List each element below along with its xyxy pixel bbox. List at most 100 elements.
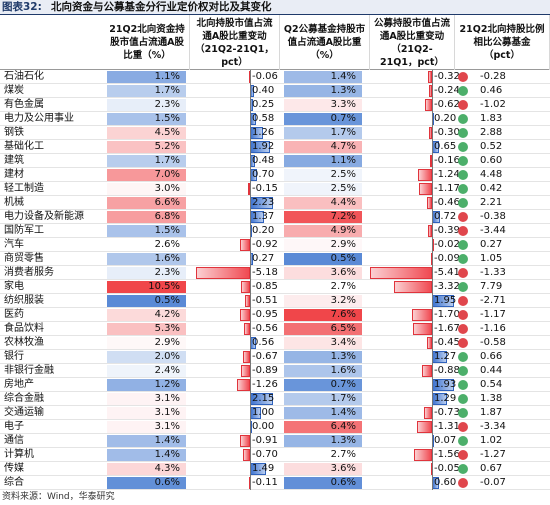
industry: 银行 xyxy=(4,351,24,362)
heat-cell: 3.1% xyxy=(107,407,186,419)
data-bar xyxy=(428,127,432,139)
relative-value: -3.34 xyxy=(480,421,506,432)
bar-value: 0.48 xyxy=(252,155,275,166)
bar-axis xyxy=(250,182,251,196)
heat-cell: 3.1% xyxy=(107,393,186,405)
industry: 基础化工 xyxy=(4,141,44,152)
bar-axis xyxy=(250,294,251,308)
bar-value: -0.16 xyxy=(434,155,460,166)
bar-axis xyxy=(250,448,251,462)
heat-cell: 2.0% xyxy=(107,351,186,363)
row-divider xyxy=(0,181,550,182)
data-bar xyxy=(244,323,250,335)
heat-cell: 1.4% xyxy=(107,435,186,447)
bar-axis xyxy=(432,70,433,84)
bar-axis xyxy=(250,154,251,168)
bar-value: -1.56 xyxy=(434,449,460,460)
bar-value: 0.20 xyxy=(434,113,457,124)
relative-value: -1.33 xyxy=(480,267,506,278)
bar-value: 0.65 xyxy=(434,141,457,152)
bar-value: -0.09 xyxy=(434,253,460,264)
bar-axis xyxy=(432,126,433,140)
bar-axis xyxy=(432,154,433,168)
relative-value: 2.21 xyxy=(480,197,503,208)
data-bar xyxy=(412,309,432,321)
bar-axis xyxy=(432,140,433,154)
row-divider xyxy=(0,195,550,196)
heat-cell: 1.4% xyxy=(284,71,362,83)
row-divider xyxy=(0,419,550,420)
data-bar xyxy=(421,365,432,377)
row-divider xyxy=(0,209,550,210)
heat-cell: 3.0% xyxy=(107,183,186,195)
bar-value: 0.58 xyxy=(252,113,275,124)
row-divider xyxy=(0,293,550,294)
industry: 电子 xyxy=(4,421,24,432)
bar-axis xyxy=(250,70,251,84)
bar-value: -1.17 xyxy=(434,183,460,194)
industry: 非银行金融 xyxy=(4,365,54,376)
bar-value: 1.49 xyxy=(252,463,275,474)
bar-value: -0.89 xyxy=(252,365,278,376)
bar-axis xyxy=(432,364,433,378)
bar-value: -0.15 xyxy=(252,183,278,194)
sign-dot xyxy=(458,86,468,96)
bar-value: 1.92 xyxy=(252,141,275,152)
bar-value: -0.56 xyxy=(252,323,278,334)
bar-axis xyxy=(432,196,433,210)
column-header: 公募持股市值占流通A股比重变动（21Q2-21Q1，pct） xyxy=(370,15,455,70)
heat-cell: 4.5% xyxy=(107,127,186,139)
industry: 机械 xyxy=(4,197,24,208)
sign-dot xyxy=(458,310,468,320)
row-divider xyxy=(0,475,550,476)
bar-value: 1.95 xyxy=(434,295,457,306)
industry: 电力及公用事业 xyxy=(4,113,74,124)
heat-cell: 4.4% xyxy=(284,197,362,209)
heat-cell: 6.5% xyxy=(284,323,362,335)
relative-value: -0.07 xyxy=(480,477,506,488)
sign-dot xyxy=(458,198,468,208)
bar-value: -0.73 xyxy=(434,407,460,418)
bar-axis xyxy=(250,112,251,126)
bar-value: -0.62 xyxy=(434,99,460,110)
data-bar xyxy=(430,155,433,167)
bar-axis xyxy=(250,280,251,294)
row-divider xyxy=(0,125,550,126)
data-bar xyxy=(369,267,432,279)
bar-axis xyxy=(432,434,433,448)
heat-cell: 1.3% xyxy=(284,435,362,447)
industry: 农林牧渔 xyxy=(4,337,44,348)
heat-cell: 0.5% xyxy=(107,295,186,307)
bar-value: -0.67 xyxy=(252,351,278,362)
heat-cell: 7.0% xyxy=(107,169,186,181)
bar-axis xyxy=(250,210,251,224)
data-bar xyxy=(240,435,250,447)
bar-value: -1.24 xyxy=(434,169,460,180)
column-header: Q2公募基金持股市值占流通A股比重（%） xyxy=(280,15,370,70)
heat-cell: 2.3% xyxy=(107,267,186,279)
sign-dot xyxy=(458,212,468,222)
relative-value: -2.71 xyxy=(480,295,506,306)
relative-value: -0.38 xyxy=(480,211,506,222)
bar-axis xyxy=(250,84,251,98)
bar-axis xyxy=(432,336,433,350)
bar-axis xyxy=(432,98,433,112)
row-divider xyxy=(0,153,550,154)
bar-value: -0.24 xyxy=(434,85,460,96)
relative-value: 0.66 xyxy=(480,351,503,362)
industry: 轻工制造 xyxy=(4,183,44,194)
bar-value: -0.70 xyxy=(252,449,278,460)
sign-dot xyxy=(458,394,468,404)
row-divider xyxy=(0,405,550,406)
relative-value: 2.88 xyxy=(480,127,503,138)
industry: 医药 xyxy=(4,309,24,320)
relative-value: 0.60 xyxy=(480,155,503,166)
bar-value: -0.11 xyxy=(252,477,278,488)
data-bar xyxy=(417,169,432,181)
bar-value: -1.67 xyxy=(434,323,460,334)
row-divider xyxy=(0,377,550,378)
sign-dot xyxy=(458,296,468,306)
sign-dot xyxy=(458,170,468,180)
bar-value: -0.05 xyxy=(434,463,460,474)
bar-value: 2.15 xyxy=(252,393,275,404)
